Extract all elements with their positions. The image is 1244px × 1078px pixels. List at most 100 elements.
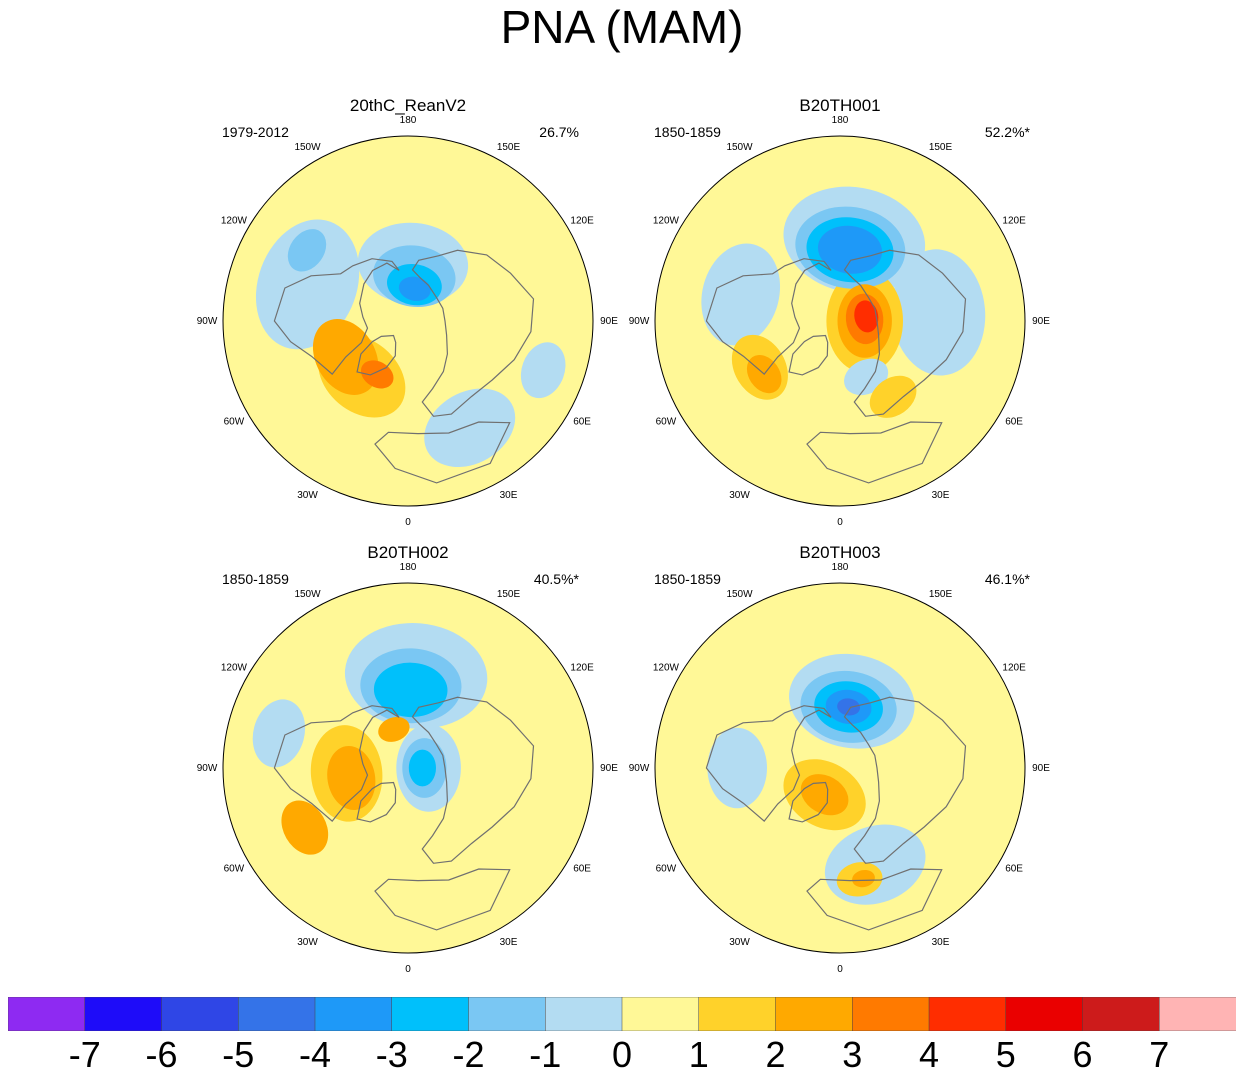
longitude-label: 120W (653, 216, 680, 227)
map-panel-20thc-reanv2: 20thC_ReanV2 1979-2012 26.7% 180 150E 120E… (188, 96, 628, 536)
colorbar-segment (698, 997, 777, 1031)
longitude-label: 120E (570, 663, 594, 674)
colorbar-level-label: 3 (842, 1034, 863, 1075)
longitude-label: 120E (1002, 663, 1026, 674)
colorbar-level-label: 7 (1149, 1034, 1170, 1075)
colorbar-level-label: -5 (222, 1034, 255, 1075)
longitude-label: 30W (297, 937, 318, 948)
anomaly-region (424, 388, 516, 468)
coastline (356, 334, 397, 376)
variance-label: 46.1%* (984, 571, 1030, 587)
colorbar-level-label: -2 (452, 1034, 485, 1075)
colorbar-segment (545, 997, 623, 1031)
longitude-label: 120E (570, 216, 594, 227)
longitude-label: 30W (729, 490, 750, 501)
period-label: 1850-1859 (222, 571, 289, 587)
colorbar-segment (1082, 997, 1160, 1031)
colorbar-segment (621, 997, 700, 1031)
colorbar-segment (1005, 997, 1084, 1031)
anomaly-region (373, 662, 448, 718)
coastline (705, 705, 832, 822)
anomaly-region (854, 300, 879, 333)
coastline (705, 258, 832, 375)
longitude-label: 90E (600, 316, 618, 327)
coastline (374, 421, 511, 484)
coastline (788, 781, 829, 823)
map-border (222, 582, 594, 954)
longitude-label: 60W (656, 864, 677, 875)
anomaly-region (520, 342, 566, 399)
longitude-label: 150W (726, 589, 753, 600)
colorbar-segment (468, 997, 546, 1031)
map-panel-b20th002: B20TH002 1850-1859 40.5%* 180 150E 120E 90E… (188, 543, 628, 983)
coastline (411, 696, 535, 864)
longitude-label: 180 (832, 562, 849, 573)
anomaly-region (837, 698, 861, 716)
anomaly-region (844, 358, 889, 396)
variance-label: 26.7% (539, 124, 579, 140)
longitude-label: 120E (1002, 216, 1026, 227)
variance-label: 40.5%* (533, 571, 579, 587)
longitude-label: 180 (400, 115, 417, 126)
period-label: 1979-2012 (222, 124, 289, 140)
anomaly-region (252, 699, 306, 768)
colorbar-level-label: 2 (765, 1034, 786, 1075)
colorbar-level-label: -3 (375, 1034, 408, 1075)
longitude-label: 90E (1032, 763, 1050, 774)
longitude-label: 0 (837, 517, 843, 528)
colorbar-segment (391, 997, 470, 1031)
colorbar-segment (238, 997, 316, 1031)
longitude-label: 90W (197, 763, 218, 774)
longitude-label: 0 (405, 517, 411, 528)
variance-label: 52.2%* (984, 124, 1030, 140)
longitude-label: 30W (729, 937, 750, 948)
longitude-label: 90W (197, 316, 218, 327)
longitude-label: 90E (600, 763, 618, 774)
longitude-label: 60W (224, 864, 245, 875)
colorbar (8, 997, 1236, 1031)
longitude-label: 30E (932, 490, 950, 501)
colorbar-segment (161, 997, 239, 1031)
anomaly-region (255, 219, 360, 350)
longitude-label: 150W (294, 142, 321, 153)
anomaly-region (817, 225, 883, 274)
colorbar-level-label: -6 (145, 1034, 178, 1075)
colorbar-segment (84, 997, 163, 1031)
period-label: 1850-1859 (654, 571, 721, 587)
colorbar-level-label: 5 (995, 1034, 1016, 1075)
longitude-label: 120W (653, 663, 680, 674)
anomaly-region (701, 243, 781, 346)
coastline (843, 696, 967, 864)
polar-map: 180 150E 120E 90E 60E 30E 0 30W 60W 90W 120W 150W (629, 115, 1051, 528)
panel-title: B20TH001 (799, 96, 881, 115)
anomaly-region (398, 276, 431, 301)
coastline (411, 249, 535, 417)
period-label: 1850-1859 (654, 124, 721, 140)
longitude-label: 150E (497, 142, 521, 153)
anomaly-region (287, 229, 327, 272)
longitude-label: 90W (629, 763, 650, 774)
longitude-label: 60W (224, 417, 245, 428)
longitude-label: 150E (497, 589, 521, 600)
longitude-label: 150W (726, 142, 753, 153)
colorbar-segment (8, 997, 86, 1031)
colorbar-segment (928, 997, 1007, 1031)
colorbar-level-label: -1 (529, 1034, 562, 1075)
colorbar-segment (1159, 997, 1236, 1031)
coastline (374, 868, 511, 931)
longitude-label: 120W (221, 216, 248, 227)
anomaly-region (707, 727, 767, 809)
colorbar-level-label: -4 (298, 1034, 332, 1075)
coastline (843, 249, 967, 417)
longitude-label: 90E (1032, 316, 1050, 327)
anomaly-region (852, 869, 875, 888)
longitude-label: 0 (837, 964, 843, 975)
map-border (222, 135, 594, 507)
longitude-label: 0 (405, 964, 411, 975)
colorbar-level-label: -7 (68, 1034, 101, 1075)
polar-map: 180 150E 120E 90E 60E 30E 0 30W 60W 90W 120W 150W (197, 115, 619, 528)
longitude-label: 30E (932, 937, 950, 948)
colorbar-level-label: 1 (688, 1034, 709, 1075)
polar-map: 180 150E 120E 90E 60E 30E 0 30W 60W 90W 120W 150W (197, 562, 619, 975)
map-panel-b20th001: B20TH001 1850-1859 52.2%* 180 150E 120E 90E… (620, 96, 1060, 536)
